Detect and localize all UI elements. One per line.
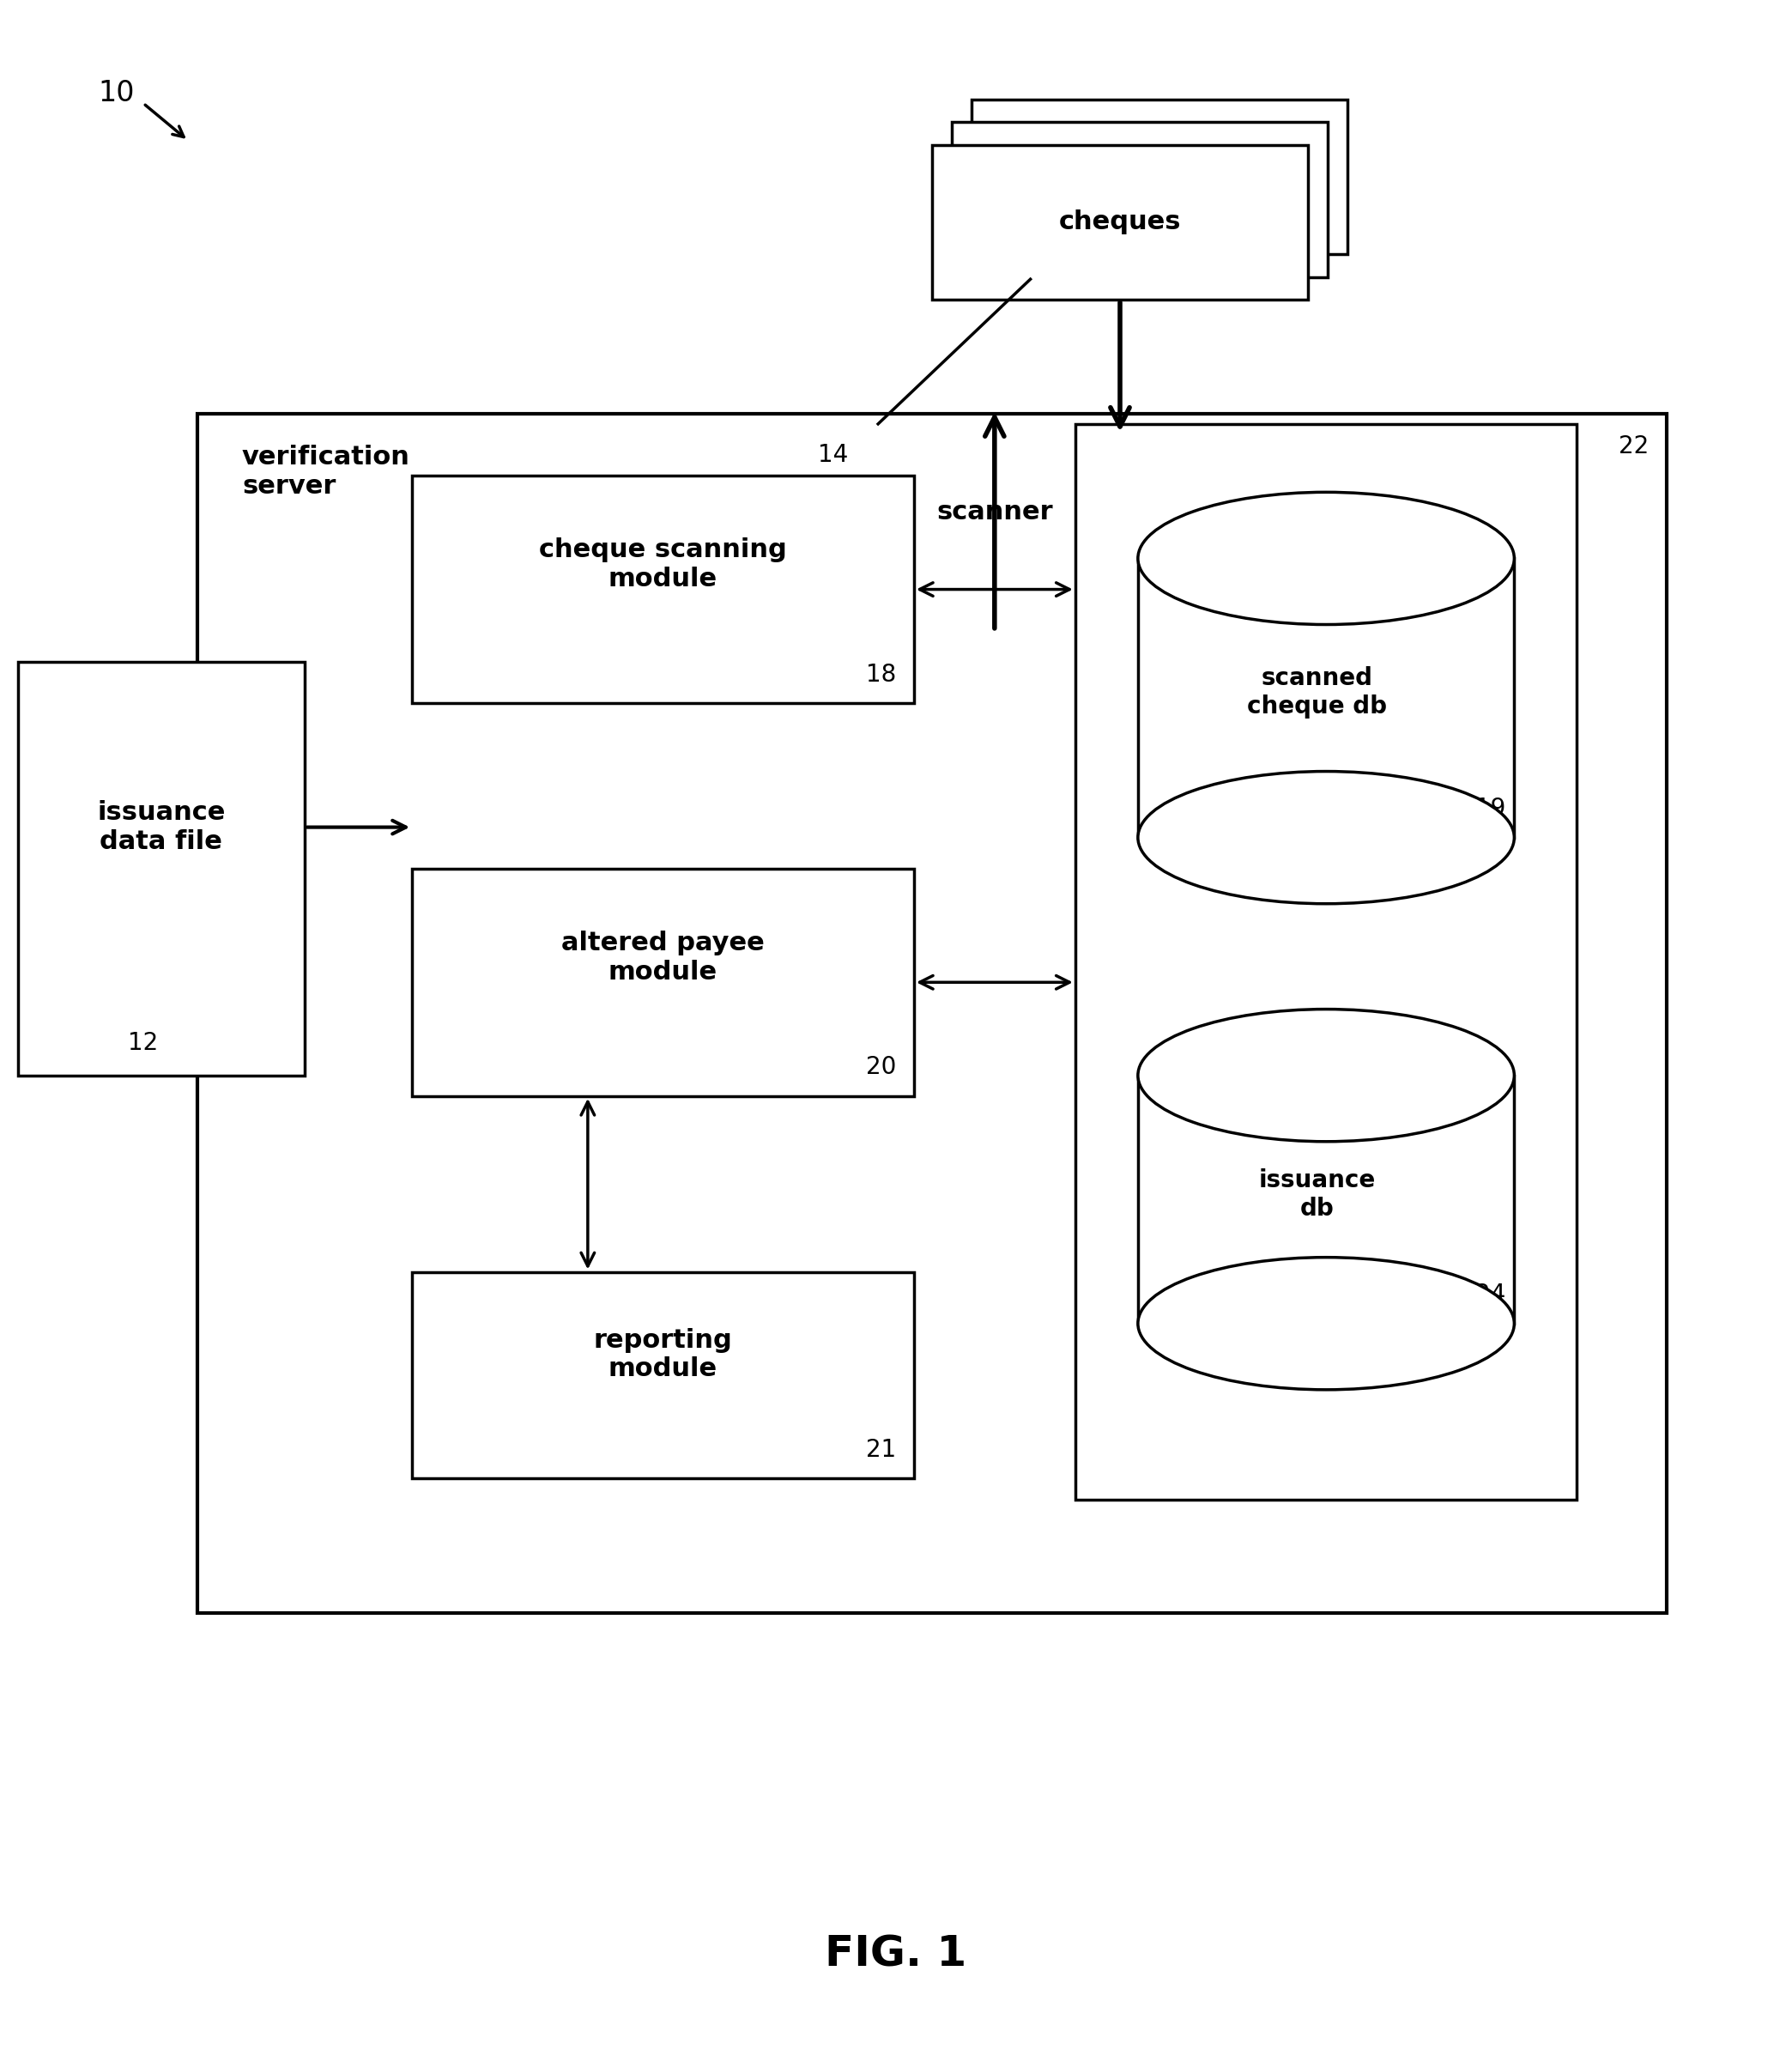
Text: 19: 19 [1475,796,1505,821]
Text: 21: 21 [866,1437,896,1462]
Text: verification
server: verification server [242,445,410,498]
Ellipse shape [1138,1009,1514,1142]
Ellipse shape [1138,492,1514,625]
Polygon shape [1138,558,1514,838]
Text: scanner: scanner [937,498,1052,525]
Text: scanned
cheque db: scanned cheque db [1247,666,1387,718]
Text: 16: 16 [1188,589,1219,614]
Text: 14: 14 [819,443,848,467]
Ellipse shape [1138,1257,1514,1390]
Text: FIG. 1: FIG. 1 [824,1934,968,1975]
Text: cheque scanning
module: cheque scanning module [539,538,787,591]
Text: 10: 10 [99,79,134,108]
Text: cheques: cheques [1059,209,1181,236]
Text: 22: 22 [1618,434,1649,459]
FancyBboxPatch shape [971,99,1348,254]
Polygon shape [1138,1075,1514,1324]
Text: 12: 12 [129,1030,158,1055]
Text: reporting
module: reporting module [593,1328,733,1381]
FancyBboxPatch shape [952,122,1328,277]
FancyBboxPatch shape [932,145,1308,300]
FancyBboxPatch shape [412,869,914,1096]
FancyBboxPatch shape [18,662,305,1075]
Text: altered payee
module: altered payee module [561,931,765,984]
Text: 20: 20 [866,1055,896,1079]
FancyBboxPatch shape [753,434,1236,631]
FancyBboxPatch shape [412,476,914,703]
Text: 24: 24 [1475,1282,1505,1307]
FancyBboxPatch shape [197,414,1667,1613]
FancyBboxPatch shape [1075,424,1577,1499]
Text: issuance
db: issuance db [1258,1168,1376,1220]
Text: 18: 18 [866,662,896,687]
FancyBboxPatch shape [412,1272,914,1479]
Text: issuance
data file: issuance data file [97,800,226,854]
Ellipse shape [1138,771,1514,904]
